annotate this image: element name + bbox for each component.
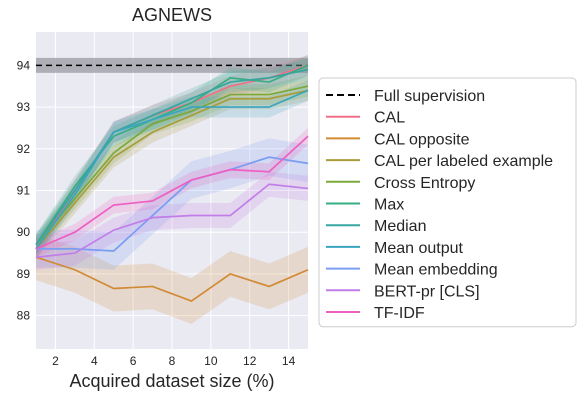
line-cal-per-labeled-example (35, 89, 309, 250)
x-tick-label: 2 (52, 354, 59, 368)
y-tick-label: 94 (17, 58, 31, 72)
x-tick-label: 14 (282, 354, 296, 368)
legend-frame (318, 77, 577, 328)
x-axis-label: Acquired dataset size (%) (69, 371, 274, 391)
band-cal-per-labeled-example (36, 79, 308, 260)
legend-label: BERT-pr [CLS] (374, 283, 480, 300)
band-median (36, 59, 308, 256)
band-cal-opposite (36, 234, 308, 324)
legend-label: Max (374, 197, 404, 214)
y-tick-label: 90 (17, 225, 31, 239)
full-supervision-reference (36, 57, 308, 73)
legend-label: Cross Entropy (374, 175, 475, 192)
line-mean-output (35, 89, 309, 250)
y-tick-label: 91 (17, 184, 31, 198)
line-max (35, 64, 309, 246)
line-cross-entropy (35, 85, 309, 246)
x-tick-label: 10 (204, 354, 218, 368)
line-cal-opposite (35, 256, 309, 302)
tick-labels: 2 4 6 8 10 12 14 88 89 90 91 92 93 94 (17, 58, 296, 368)
chart-title: AGNEWS (132, 5, 212, 25)
legend: Full supervision CAL CAL opposite CAL per l… (318, 77, 577, 328)
legend-label: TF-IDF (374, 305, 425, 322)
x-tick-label: 8 (169, 354, 176, 368)
legend-label: Median (374, 218, 426, 235)
x-tick-label: 12 (243, 354, 257, 368)
legend-label: Full supervision (374, 88, 485, 105)
line-median (35, 68, 309, 246)
series-lines (35, 64, 309, 302)
y-tick-label: 88 (17, 309, 31, 323)
legend-label: CAL (374, 110, 405, 127)
legend-label: Mean output (374, 240, 464, 257)
y-tick-label: 89 (17, 267, 31, 281)
x-tick-label: 6 (130, 354, 137, 368)
band-bert-pr-cls (36, 171, 308, 270)
line-bert-pr-cls (35, 183, 309, 259)
y-tick-label: 93 (17, 100, 31, 114)
legend-label: CAL opposite (374, 131, 470, 148)
legend-label: Mean embedding (374, 262, 498, 279)
legend-label: CAL per labeled example (374, 153, 553, 170)
line-tf-idf (35, 135, 309, 250)
band-mean-embedding (36, 138, 308, 270)
band-tf-idf (36, 127, 308, 258)
y-tick-label: 92 (17, 142, 31, 156)
x-tick-label: 4 (91, 354, 98, 368)
